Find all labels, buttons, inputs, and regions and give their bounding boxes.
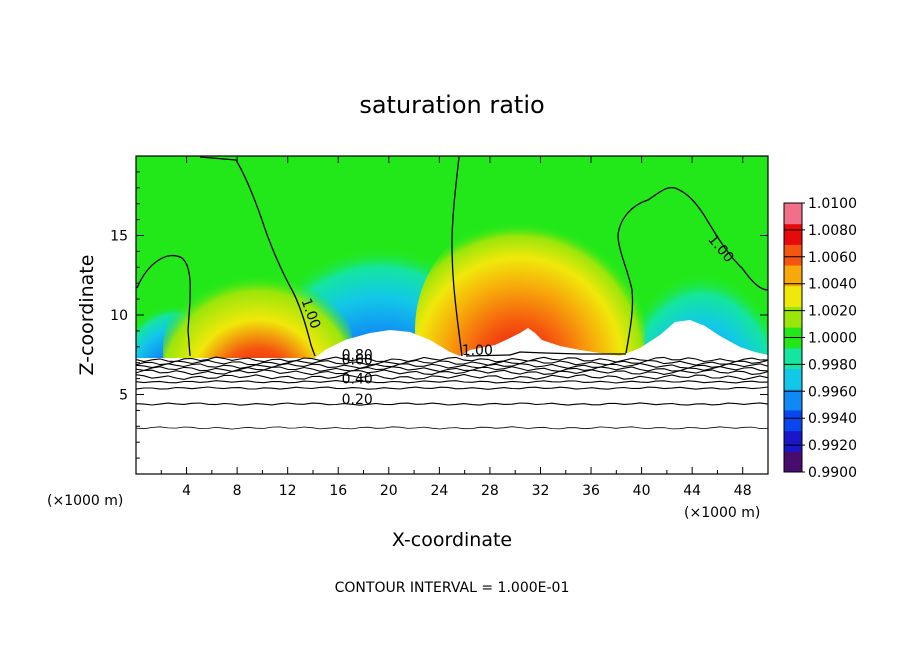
contour-line-1-00-right bbox=[617, 186, 768, 354]
colorbar-swatch bbox=[784, 306, 802, 328]
colorbar-swatch bbox=[784, 430, 802, 452]
x-axis-unit-right: (×1000 m) bbox=[684, 505, 760, 521]
colorbar-label: 0.9920 bbox=[808, 438, 857, 454]
x-tick-label: 8 bbox=[233, 483, 242, 499]
colorbar-label: 1.0060 bbox=[808, 250, 857, 266]
colorbar-swatch bbox=[784, 285, 802, 307]
contour-line-1-00-surface bbox=[465, 351, 626, 357]
colorbar-swatch bbox=[784, 451, 802, 473]
contour-label: 0.80 bbox=[342, 348, 373, 364]
contour-line bbox=[136, 362, 768, 369]
contour-line bbox=[136, 369, 768, 376]
contour-line-1-00-center bbox=[451, 156, 463, 357]
colorbar-swatch bbox=[784, 244, 802, 266]
saturation-field bbox=[136, 156, 768, 474]
ground-mask bbox=[136, 320, 768, 474]
x-tick-label: 44 bbox=[683, 483, 701, 499]
x-tick-label: 4 bbox=[182, 483, 191, 499]
contour-line bbox=[136, 356, 768, 363]
x-tick-label: 16 bbox=[329, 483, 347, 499]
colorbar-label: 1.0080 bbox=[808, 223, 857, 239]
x-tick-label: 32 bbox=[532, 483, 550, 499]
contour-line bbox=[136, 402, 768, 406]
x-tick-label: 36 bbox=[582, 483, 600, 499]
contour-label: 0.60 bbox=[342, 352, 373, 368]
x-axis-unit-left: (×1000 m) bbox=[47, 493, 123, 509]
x-tick-label: 24 bbox=[430, 483, 448, 499]
x-tick-label: 28 bbox=[481, 483, 499, 499]
colorbar-label: 1.0040 bbox=[808, 277, 857, 293]
y-tick-label: 15 bbox=[110, 229, 128, 245]
contour-line-1-00-center-left bbox=[199, 156, 316, 357]
x-tick-label: 48 bbox=[734, 483, 752, 499]
y-tick-label: 10 bbox=[110, 308, 128, 324]
colorbar-label: 0.9980 bbox=[808, 357, 857, 373]
y-tick-label: 5 bbox=[119, 388, 128, 404]
contour-line bbox=[136, 373, 768, 381]
contour-line-1-00-left bbox=[136, 254, 191, 357]
x-axis-ticks: 4 8 12 16 20 24 28 32 36 40 44 48 bbox=[160, 156, 769, 499]
contour-line bbox=[136, 366, 768, 373]
colorbar-swatch bbox=[784, 265, 802, 287]
colorbar-label: 1.0100 bbox=[808, 196, 857, 212]
colorbar-label: 1.0020 bbox=[808, 304, 857, 320]
colorbar-swatch bbox=[784, 347, 802, 370]
colorbar-label: 0.9940 bbox=[808, 411, 857, 427]
contour-line bbox=[136, 380, 768, 384]
colorbar-label: 0.9900 bbox=[808, 465, 857, 481]
contour-interval-note: CONTOUR INTERVAL = 1.000E-01 bbox=[335, 580, 570, 596]
colorbar-label: 0.9960 bbox=[808, 384, 857, 400]
contour-label: 0.20 bbox=[342, 392, 373, 408]
x-tick-label: 20 bbox=[380, 483, 398, 499]
lower-contours bbox=[136, 356, 768, 430]
colorbar: 0.9900 0.9920 0.9940 0.9960 0.9980 1.0000 1.00… bbox=[783, 196, 857, 481]
x-axis-label: X-coordinate bbox=[392, 529, 512, 551]
x-tick-label: 40 bbox=[633, 483, 651, 499]
colorbar-swatch bbox=[784, 409, 802, 432]
chart-title: saturation ratio bbox=[359, 91, 544, 119]
colorbar-swatch bbox=[784, 223, 802, 245]
contour-line bbox=[136, 359, 768, 366]
contour-label: 0.40 bbox=[342, 371, 373, 387]
contour-line bbox=[136, 426, 768, 430]
colorbar-label: 1.0000 bbox=[808, 331, 857, 347]
colorbar-swatch bbox=[784, 368, 802, 390]
contour-line bbox=[136, 386, 768, 390]
colorbar-swatch bbox=[784, 203, 802, 225]
colorbar-swatch bbox=[784, 389, 802, 411]
y-axis-label: Z-coordinate bbox=[76, 255, 98, 376]
x-tick-label: 12 bbox=[279, 483, 297, 499]
y-axis-ticks: 5 10 15 bbox=[110, 171, 768, 459]
contour-label: 1.00 bbox=[462, 343, 493, 359]
